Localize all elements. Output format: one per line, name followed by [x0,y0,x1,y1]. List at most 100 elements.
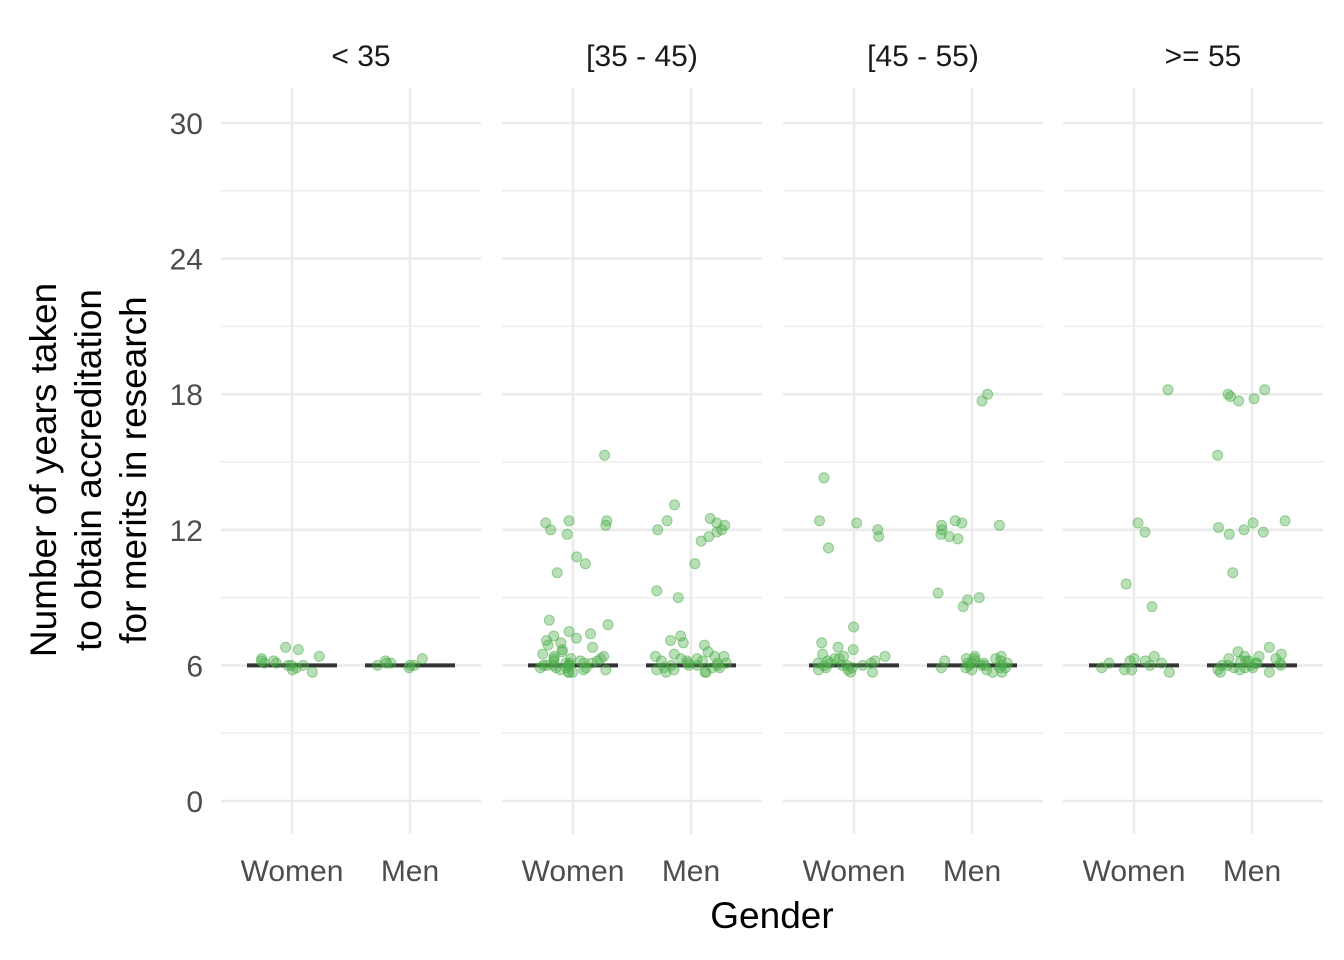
data-point [935,662,947,674]
data-point [408,659,420,671]
y-tick-label: 30 [170,108,203,141]
data-point [814,515,825,527]
data-point [1146,601,1158,613]
data-point [661,515,673,527]
y-axis-title: Number of years taken to obtain accredita… [23,283,154,657]
data-point [1279,515,1291,527]
data-point [416,653,428,665]
data-point [292,644,304,656]
data-point [579,558,591,570]
data-point [591,655,603,667]
data-point [990,653,1002,665]
data-point [957,601,969,613]
y-title-line: Number of years taken [23,283,64,657]
data-point [689,558,701,570]
data-point [1263,666,1275,678]
facet-label: < 35 [331,40,390,73]
data-point [1275,659,1287,671]
data-point [537,648,549,660]
data-point [1163,666,1175,678]
data-point [672,592,684,604]
data-point [548,653,560,665]
data-point [1120,578,1132,590]
data-point [1224,391,1236,402]
data-point [651,585,663,597]
data-point [879,650,891,662]
data-point [675,630,687,642]
data-point [550,662,562,674]
x-tick-label: Men [662,855,720,888]
facet-label: >= 55 [1165,40,1242,73]
data-point [381,657,393,669]
y-tick-label: 18 [170,379,203,412]
data-point [306,666,318,678]
data-point [578,664,590,676]
data-point [666,659,677,671]
facet-label: [35 - 45) [586,40,698,73]
data-point [867,666,878,678]
y-tick-label: 6 [186,650,203,683]
data-point [563,626,575,637]
data-point [1234,664,1246,676]
data-point [280,641,292,653]
panel-1: [35 - 45) Women Men [502,40,762,888]
data-point [587,641,599,653]
data-point [1247,517,1259,529]
data-point [1263,641,1275,653]
data-point [952,533,964,545]
data-point [585,628,596,640]
data-point [651,664,663,676]
data-point [718,650,730,662]
data-point [571,551,583,563]
data-point [996,666,1008,678]
data-point [832,641,844,653]
data-point [823,542,834,554]
panel-0: < 35 Women Men [221,40,481,888]
data-point [1148,650,1160,662]
data-point [669,499,680,511]
data-point [962,657,974,669]
data-point [949,515,961,527]
x-tick-label: Men [943,855,1001,888]
data-point [813,664,825,676]
x-axis-title: Gender [710,895,833,936]
y-tick-label: 12 [170,515,203,548]
data-point [973,592,985,604]
data-point [1103,657,1115,669]
data-point [683,659,695,671]
data-point [551,567,563,579]
data-point [1253,650,1265,662]
x-tick-label: Women [241,855,344,888]
x-tick-label: Men [381,855,439,888]
data-point [287,664,298,676]
x-tick-label: Men [1223,855,1281,888]
panel-2: [45 - 55) Women Men [783,40,1043,888]
data-point [563,659,575,671]
data-point [1259,384,1271,396]
data-point [1139,526,1151,538]
data-point [1124,655,1136,667]
data-point [1213,522,1224,533]
data-point [541,635,552,646]
y-axis: 0 6 12 18 24 30 [170,108,203,819]
data-point [939,655,951,667]
data-point [677,637,689,649]
data-point [1257,526,1269,538]
data-point [697,655,708,667]
data-point [313,650,325,662]
data-point [1223,528,1235,540]
data-point [976,659,988,671]
data-point [1156,657,1167,669]
y-tick-label: 24 [170,244,203,277]
data-point [943,531,955,543]
y-title-line: to obtain accreditation [68,289,109,651]
data-point [932,587,944,599]
data-point [1250,657,1262,669]
data-point [833,653,845,665]
data-point [956,517,968,529]
data-point [976,395,988,407]
data-point [699,666,711,678]
data-point [865,657,877,669]
x-tick-label: Women [803,855,906,888]
